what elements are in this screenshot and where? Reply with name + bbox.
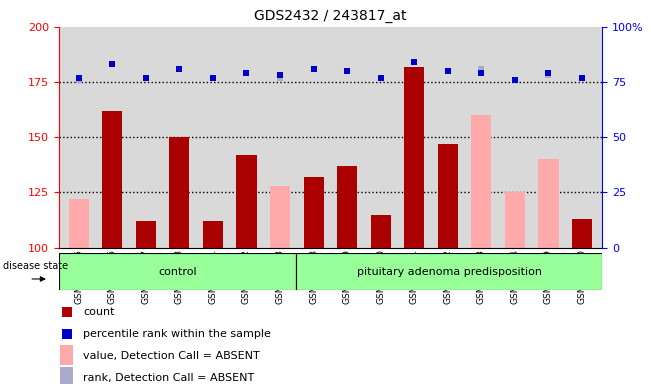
Bar — [337, 166, 357, 248]
Bar — [61, 367, 74, 384]
Bar — [471, 115, 492, 248]
Bar — [236, 155, 256, 248]
Bar — [370, 215, 391, 248]
Text: pituitary adenoma predisposition: pituitary adenoma predisposition — [357, 266, 542, 277]
Bar — [169, 137, 189, 248]
Text: count: count — [83, 306, 115, 316]
Bar — [505, 192, 525, 248]
Text: value, Detection Call = ABSENT: value, Detection Call = ABSENT — [83, 351, 260, 361]
Bar — [296, 253, 602, 290]
Text: rank, Detection Call = ABSENT: rank, Detection Call = ABSENT — [83, 373, 255, 383]
Bar — [59, 253, 296, 290]
Bar — [61, 345, 74, 364]
Bar — [102, 111, 122, 248]
Bar — [68, 199, 89, 248]
Bar — [270, 186, 290, 248]
Bar — [136, 221, 156, 248]
Text: disease state: disease state — [3, 261, 68, 271]
Bar — [203, 221, 223, 248]
Bar — [404, 67, 424, 248]
Text: percentile rank within the sample: percentile rank within the sample — [83, 329, 271, 339]
Bar — [437, 144, 458, 248]
Bar — [572, 219, 592, 248]
Bar — [303, 177, 324, 248]
Text: control: control — [158, 266, 197, 277]
Bar — [538, 159, 559, 248]
Title: GDS2432 / 243817_at: GDS2432 / 243817_at — [254, 9, 407, 23]
